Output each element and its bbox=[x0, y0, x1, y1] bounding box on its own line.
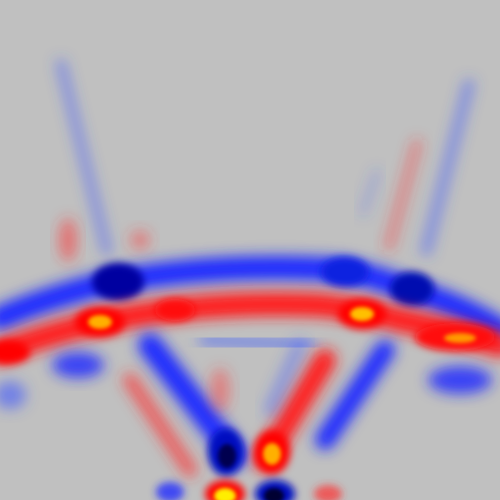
interference-field bbox=[0, 0, 500, 500]
